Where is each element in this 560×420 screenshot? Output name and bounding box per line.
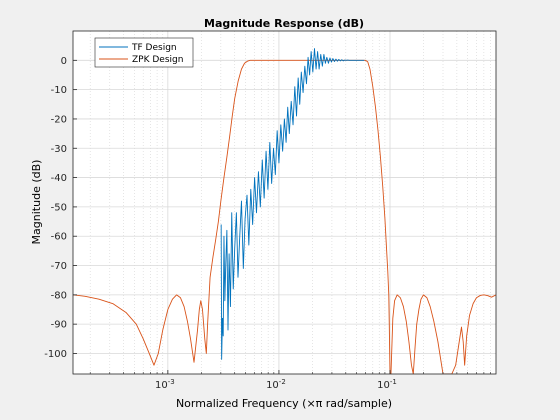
x-axis-label: Normalized Frequency (×π rad/sample) [176, 397, 392, 410]
x-tick-label: 10-3 [155, 378, 175, 391]
legend-label-zpk: ZPK Design [132, 55, 183, 65]
legend-box [94, 37, 194, 68]
y-tick-label: -40 [51, 173, 67, 184]
y-tick-label: -50 [51, 202, 67, 213]
x-tick-label: 10-1 [377, 378, 397, 391]
x-axis: 10-3 10-2 10-1 [89, 370, 491, 391]
grid-lines [73, 31, 496, 374]
y-tick-label: -70 [51, 261, 67, 272]
x-tick-label: 10-2 [266, 378, 286, 391]
plot-area [73, 31, 496, 374]
chart-title: Magnitude Response (dB) [204, 17, 364, 30]
y-tick-label: -60 [51, 232, 67, 243]
legend-label-tf: TF Design [131, 43, 177, 53]
y-tick-label: -30 [51, 144, 67, 155]
y-tick-label: -100 [44, 349, 67, 360]
y-tick-label: -80 [51, 290, 67, 301]
y-tick-label: 0 [61, 56, 67, 67]
y-axis: 0 -10 -20 -30 -40 -50 -60 -70 -80 -90 -100 [44, 56, 77, 360]
y-tick-label: -10 [51, 85, 67, 96]
plot-lines [73, 48, 496, 374]
legend: TF Design ZPK Design [94, 37, 194, 68]
y-axis-label: Magnitude (dB) [30, 160, 43, 245]
y-tick-label: -90 [51, 320, 67, 331]
series-line-zpk-design [73, 59, 496, 374]
plot-frame [72, 30, 497, 375]
y-tick-label: -20 [51, 114, 67, 125]
series-line-tf-design [220, 48, 365, 360]
